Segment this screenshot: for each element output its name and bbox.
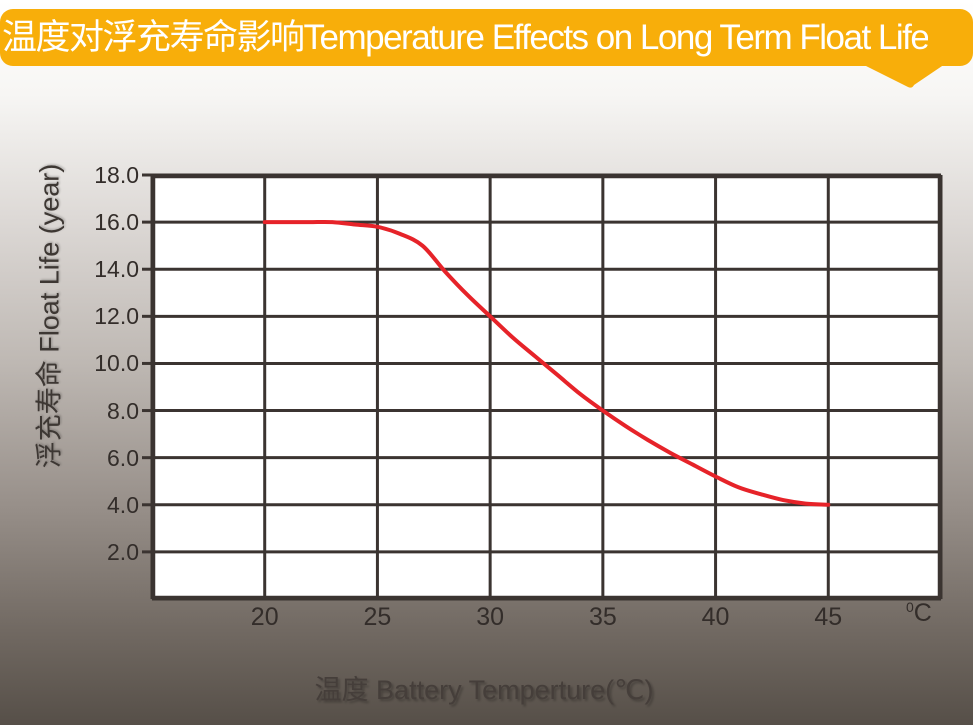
- y-tick-label: 14.0: [94, 256, 139, 283]
- x-tick-label: 20: [250, 603, 279, 631]
- x-tick-label: 30: [476, 603, 505, 631]
- x-axis-unit-sup: 0: [906, 599, 914, 615]
- x-tick-label: 45: [814, 603, 843, 631]
- page-title: 温度对浮充寿命影响Temperature Effects on Long Ter…: [2, 18, 929, 57]
- y-tick-label: 6.0: [107, 444, 139, 471]
- y-tick-label: 18.0: [94, 162, 139, 188]
- x-tick-label: 35: [588, 603, 617, 631]
- x-tick-label: 25: [363, 603, 392, 631]
- plot-svg: [142, 173, 943, 601]
- y-tick-label: 12.0: [94, 303, 139, 330]
- y-tick-label: 8.0: [107, 397, 139, 424]
- y-tick-label: 4.0: [107, 491, 139, 518]
- curve-float-life-vs-temperature: [262, 219, 831, 507]
- plot-background: [152, 175, 941, 599]
- x-axis-unit-base: C: [913, 599, 932, 627]
- banner-tail-icon: [858, 62, 948, 88]
- x-tick-labels: 20 25 30 35 40 45: [152, 603, 941, 633]
- y-tick-label: 16.0: [94, 209, 139, 236]
- axis-frame: [151, 174, 942, 600]
- y-tick-labels: 18.0 16.0 14.0 12.0 10.0 8.0 6.0 4.0 2.0: [0, 162, 139, 599]
- title-banner: 温度对浮充寿命影响Temperature Effects on Long Ter…: [0, 9, 973, 66]
- x-axis-unit: 0C: [906, 599, 932, 628]
- x-tick-label: 40: [701, 603, 730, 631]
- x-axis-title: 温度 Battery Temperture(℃): [314, 675, 654, 705]
- y-tick-label: 10.0: [94, 350, 139, 377]
- y-tick-label: 2.0: [107, 538, 139, 565]
